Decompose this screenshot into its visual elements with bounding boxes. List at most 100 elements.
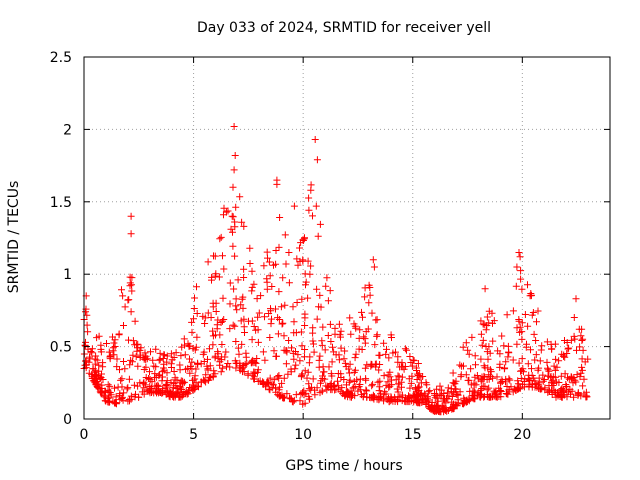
data-point bbox=[416, 370, 424, 378]
data-point bbox=[95, 372, 103, 380]
data-point bbox=[301, 353, 308, 361]
data-point bbox=[518, 319, 526, 327]
data-point bbox=[270, 261, 277, 269]
data-point bbox=[282, 360, 290, 368]
data-point bbox=[518, 285, 526, 293]
data-point bbox=[294, 261, 302, 269]
data-point bbox=[266, 272, 274, 280]
data-point bbox=[280, 374, 288, 382]
data-point bbox=[244, 370, 252, 378]
data-point bbox=[367, 394, 375, 402]
data-point bbox=[524, 322, 532, 330]
data-point bbox=[528, 365, 535, 373]
data-point bbox=[385, 354, 393, 362]
data-point bbox=[104, 386, 112, 394]
data-point bbox=[550, 362, 558, 370]
data-point bbox=[472, 381, 480, 389]
data-point bbox=[326, 287, 334, 295]
data-point bbox=[479, 320, 487, 328]
data-point bbox=[234, 276, 242, 284]
y-tick-label: 2 bbox=[63, 122, 72, 138]
data-point bbox=[401, 345, 409, 353]
data-point bbox=[524, 281, 531, 289]
x-axis-label: GPS time / hours bbox=[285, 458, 402, 474]
data-point bbox=[319, 323, 327, 331]
data-point bbox=[260, 262, 268, 270]
data-point bbox=[170, 354, 178, 361]
data-point bbox=[177, 352, 185, 360]
data-point bbox=[212, 331, 219, 339]
data-point bbox=[155, 356, 163, 364]
data-point bbox=[346, 314, 354, 322]
data-point bbox=[127, 230, 135, 238]
data-point bbox=[300, 387, 308, 395]
data-point bbox=[306, 395, 314, 403]
data-point bbox=[338, 384, 346, 392]
data-point bbox=[289, 303, 297, 311]
data-point bbox=[443, 394, 450, 402]
data-point bbox=[298, 295, 306, 303]
data-point bbox=[560, 351, 568, 359]
data-point bbox=[576, 373, 584, 381]
data-point bbox=[224, 360, 232, 367]
data-point bbox=[181, 351, 189, 359]
data-point bbox=[481, 382, 489, 390]
data-point bbox=[412, 364, 420, 372]
data-point bbox=[120, 322, 127, 329]
data-point bbox=[460, 362, 467, 370]
data-point bbox=[283, 390, 291, 398]
data-point bbox=[235, 350, 243, 358]
y-tick-label: 0 bbox=[63, 412, 72, 428]
data-point bbox=[145, 375, 153, 382]
data-point bbox=[266, 374, 274, 382]
data-point bbox=[126, 282, 134, 290]
x-tick-label: 5 bbox=[189, 427, 198, 443]
data-point bbox=[307, 262, 315, 270]
data-point bbox=[567, 336, 575, 344]
data-point bbox=[532, 351, 540, 359]
data-point bbox=[509, 356, 517, 364]
data-point bbox=[266, 334, 274, 341]
data-point bbox=[297, 390, 305, 398]
data-point bbox=[239, 304, 247, 312]
data-point bbox=[171, 374, 179, 382]
data-point bbox=[284, 370, 292, 378]
data-point bbox=[490, 317, 498, 325]
data-point bbox=[112, 393, 120, 401]
data-point bbox=[305, 206, 313, 214]
data-point bbox=[489, 337, 497, 345]
data-point bbox=[351, 354, 359, 362]
data-point bbox=[283, 348, 291, 356]
plot-frame bbox=[83, 56, 611, 420]
data-point bbox=[290, 329, 298, 337]
data-point bbox=[116, 366, 123, 374]
data-points bbox=[80, 123, 592, 416]
data-point bbox=[448, 393, 456, 400]
data-point bbox=[327, 370, 335, 378]
data-point bbox=[218, 353, 226, 361]
data-point bbox=[331, 330, 339, 338]
data-point bbox=[361, 364, 369, 372]
data-point bbox=[539, 371, 547, 379]
data-point bbox=[527, 292, 535, 300]
data-point bbox=[88, 349, 96, 357]
data-point bbox=[234, 344, 242, 352]
data-point bbox=[197, 378, 205, 386]
data-point bbox=[516, 253, 524, 261]
data-point bbox=[558, 393, 566, 401]
data-point bbox=[270, 381, 277, 389]
data-point bbox=[228, 212, 236, 220]
data-point bbox=[316, 220, 324, 228]
data-point bbox=[146, 376, 154, 384]
data-point bbox=[408, 394, 416, 402]
data-point bbox=[403, 346, 410, 354]
data-point bbox=[433, 385, 441, 393]
data-point bbox=[555, 379, 563, 386]
data-point bbox=[232, 302, 240, 310]
data-point bbox=[261, 356, 269, 364]
data-point bbox=[361, 293, 369, 301]
data-point bbox=[223, 363, 230, 371]
data-point bbox=[330, 348, 338, 356]
data-point bbox=[150, 389, 158, 397]
